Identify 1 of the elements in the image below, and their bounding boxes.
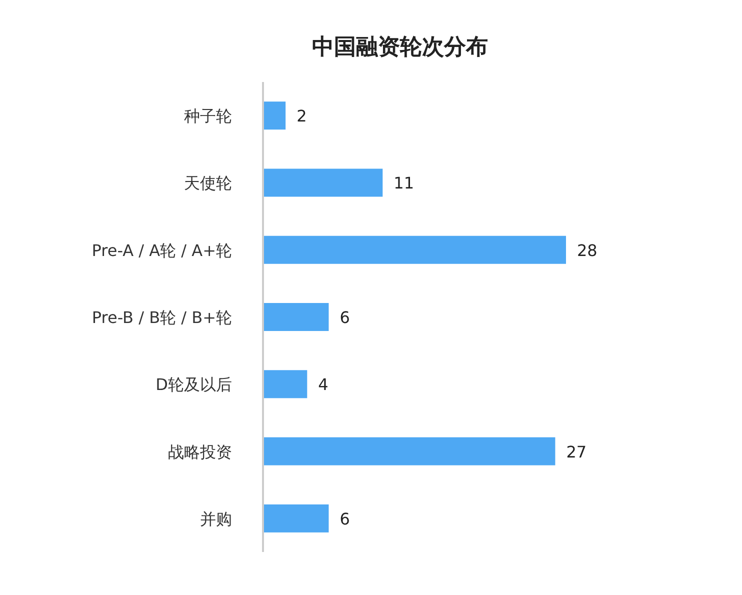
title: 中国融资轮次分布	[312, 35, 488, 60]
